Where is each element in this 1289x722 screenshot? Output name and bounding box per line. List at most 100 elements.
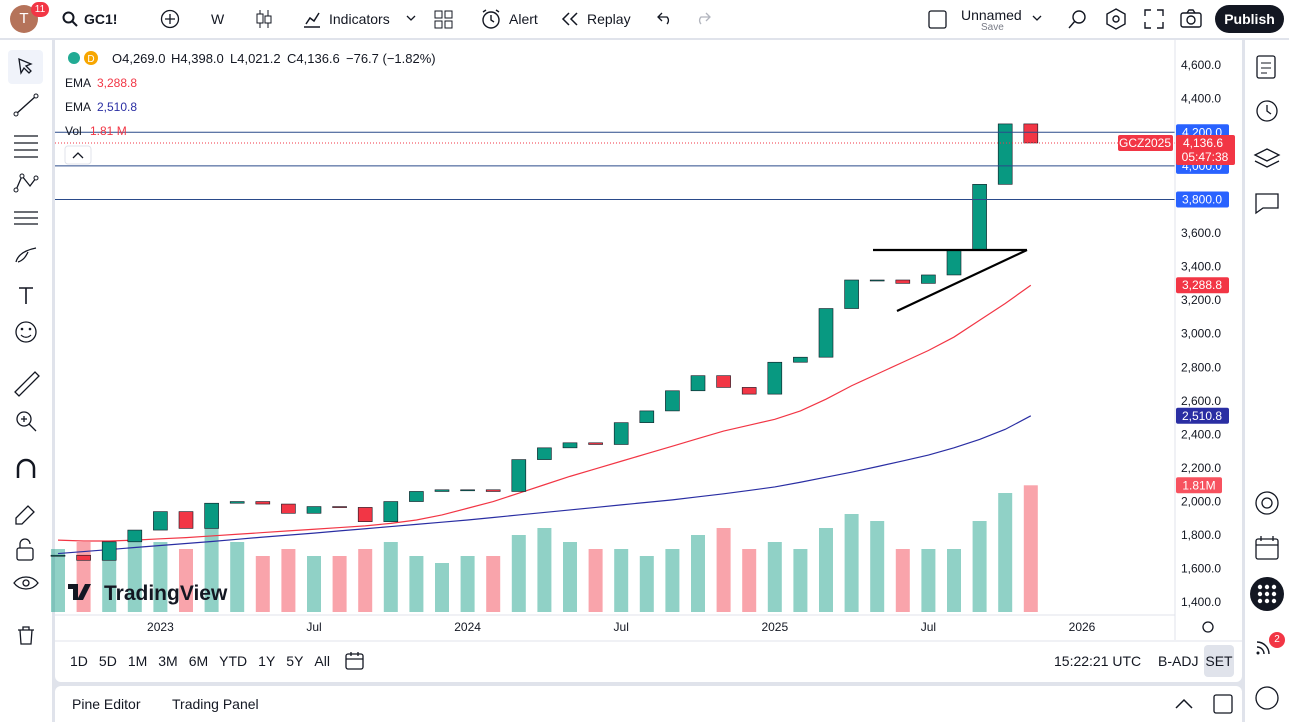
sidebar-icons: [1250, 55, 1284, 710]
undo[interactable]: [657, 11, 673, 25]
volume-bar: [819, 528, 833, 612]
range-button[interactable]: 1M: [127, 653, 148, 669]
fullscreen[interactable]: [1144, 9, 1164, 29]
triangle-drawing[interactable]: [873, 248, 1028, 312]
volume-bar: [716, 528, 731, 612]
range-button[interactable]: 1D: [70, 653, 88, 669]
adjustment[interactable]: B-ADJ: [1158, 653, 1199, 669]
volume-bar: [537, 528, 552, 612]
symbol-label: GCZ2025: [1119, 136, 1171, 150]
ema2-value: 2,510.8: [97, 100, 137, 114]
ema1-name: EMA: [65, 76, 91, 90]
candle: [485, 489, 501, 492]
candle: [204, 502, 219, 529]
range-buttons: 1D 5D 1M 3M 6M YTD 1Y 5Y All: [70, 653, 341, 669]
volume-bar: [332, 556, 347, 612]
volume-bar: [383, 542, 398, 612]
range-button[interactable]: 6M: [188, 653, 209, 669]
last-price-label: 4,136.6: [1183, 136, 1223, 150]
session[interactable]: SET: [1204, 645, 1234, 677]
layouts[interactable]: [434, 10, 453, 29]
range-button[interactable]: 5D: [98, 653, 117, 669]
y-tick-label: 3,000.0: [1181, 327, 1221, 341]
candle: [613, 422, 629, 445]
volume-bar: [563, 542, 577, 612]
range-button[interactable]: YTD: [219, 653, 248, 669]
volume-bar: [153, 542, 168, 612]
notification-badge: 11: [31, 2, 49, 17]
candle: [409, 491, 424, 502]
chart-panel: [55, 40, 1242, 682]
snapshot[interactable]: [1180, 9, 1202, 29]
layout-name[interactable]: Unnamed: [961, 7, 1022, 23]
candle: [895, 279, 911, 284]
volume-bar: [230, 542, 245, 612]
indicators[interactable]: Indicators: [329, 11, 390, 27]
y-tick-label: 4,400.0: [1181, 92, 1221, 106]
volume-label: 1.81M: [1182, 478, 1215, 492]
replay[interactable]: Replay: [587, 11, 631, 27]
candle: [690, 375, 706, 392]
symbol[interactable]: GC1!: [84, 11, 118, 27]
dropdown[interactable]: [1032, 15, 1042, 22]
range-button[interactable]: 1Y: [258, 653, 276, 669]
legend-interval: D: [87, 54, 94, 65]
candle: [178, 511, 194, 529]
alert-icon: [482, 9, 500, 29]
interval[interactable]: W: [211, 11, 225, 27]
candle: [741, 387, 757, 395]
y-tick-label: 4,600.0: [1181, 58, 1221, 72]
volume-bar: [307, 556, 321, 612]
range-button[interactable]: 5Y: [286, 653, 304, 669]
candle: [357, 507, 373, 522]
bottom-panel: Pine Editor Trading Panel: [55, 686, 1242, 722]
volume-bar: [102, 556, 117, 612]
date-range[interactable]: [345, 651, 365, 671]
chart-type[interactable]: [255, 8, 273, 30]
pine-editor-tab[interactable]: Pine Editor: [72, 696, 141, 712]
logo-text: TradingView: [104, 582, 228, 605]
volume-bar: [742, 549, 757, 612]
candle: [332, 506, 347, 508]
volume-bar: [409, 556, 424, 612]
range-button[interactable]: 3M: [158, 653, 178, 669]
collapse[interactable]: [1175, 698, 1193, 710]
countdown: 05:47:38: [1182, 150, 1229, 164]
candle: [383, 501, 399, 522]
clock: 15:22:21 UTC: [1054, 653, 1142, 669]
y-tick-label: 2,400.0: [1181, 427, 1221, 441]
axis-settings[interactable]: [1202, 621, 1214, 633]
y-tick-label: 1,400.0: [1181, 595, 1221, 609]
legend-low: L4,021.2: [230, 51, 281, 66]
dropdown[interactable]: [406, 15, 416, 22]
volume-bar: [921, 549, 936, 612]
candle: [434, 489, 450, 492]
settings[interactable]: [1105, 8, 1127, 30]
volume-bar: [255, 556, 270, 612]
alerts-badge: 2: [1269, 632, 1285, 648]
volume-bar: [51, 549, 65, 612]
candle: [562, 442, 578, 449]
x-tick-label: Jul: [614, 620, 629, 634]
trading-panel-tab[interactable]: Trading Panel: [172, 696, 259, 712]
volume-bar: [204, 521, 219, 612]
collapse-legend[interactable]: [64, 145, 92, 165]
range-button[interactable]: All: [314, 653, 330, 669]
candle: [639, 410, 655, 423]
volume-bar: [1023, 485, 1038, 612]
candle: [997, 123, 1013, 185]
layout-checkbox[interactable]: [928, 10, 947, 29]
ema-line: [57, 415, 1032, 555]
maximize[interactable]: [1213, 694, 1233, 714]
y-tick-label: 2,200.0: [1181, 461, 1221, 475]
legend-close: C4,136.6: [287, 51, 340, 66]
candle: [229, 501, 245, 504]
publish-button[interactable]: Publish: [1215, 5, 1284, 33]
redo[interactable]: [695, 11, 711, 25]
add-symbol[interactable]: [160, 9, 180, 29]
quick-search[interactable]: [1067, 8, 1089, 30]
candle: [946, 249, 962, 276]
alert[interactable]: Alert: [509, 11, 538, 27]
